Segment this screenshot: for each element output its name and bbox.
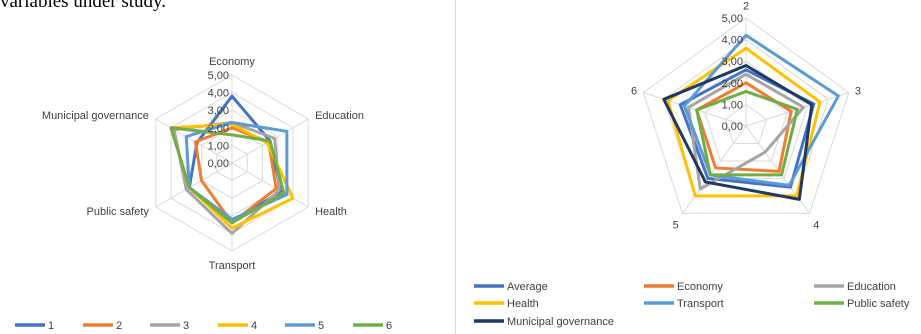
grid-ring xyxy=(724,103,768,144)
legend-label: Education xyxy=(847,281,896,293)
axis-category-label: 2 xyxy=(743,1,749,13)
axis-category-label: Health xyxy=(315,206,347,218)
radar-chart-cities: 0,00 1,00 2,00 3,00 4,00 5,00 Economy Education… xyxy=(0,0,455,334)
axis-category-label: Transport xyxy=(209,260,256,272)
legend-label: Municipal governance xyxy=(507,316,614,328)
legend-label: Economy xyxy=(677,281,723,293)
axis-category-label: Public safety xyxy=(87,206,150,218)
tick-label: 0,00 xyxy=(208,158,229,170)
legend-label: Transport xyxy=(677,298,724,310)
legend-label: Public safety xyxy=(847,298,910,310)
series-line-5 xyxy=(184,121,289,221)
series-line-public-safety xyxy=(695,89,799,177)
tick-label: 4,00 xyxy=(208,88,229,100)
axis-category-label: Education xyxy=(315,110,364,122)
tick-label: 0,00 xyxy=(722,121,743,133)
tick-label: 3,00 xyxy=(208,105,229,117)
axis-spoke xyxy=(682,125,747,214)
axis-category-label: 3 xyxy=(855,86,861,98)
tick-label: 1,00 xyxy=(722,99,743,111)
axis-category-label: Economy xyxy=(209,56,255,68)
legend-label: 2 xyxy=(116,320,122,332)
grid-ring xyxy=(642,17,850,214)
series-line-education xyxy=(686,72,806,191)
chart-divider xyxy=(455,0,456,334)
legend-label: 1 xyxy=(48,320,54,332)
axis-spoke xyxy=(155,118,233,164)
axis-category-label: 6 xyxy=(631,86,637,98)
tick-label: 5,00 xyxy=(722,13,743,25)
tick-label: 2,00 xyxy=(722,78,743,90)
axis-category-label: Municipal governance xyxy=(42,110,149,122)
series-line-municipal-governance xyxy=(662,64,814,201)
legend-label: 3 xyxy=(183,320,189,332)
axis-spoke xyxy=(231,162,309,208)
legend-label: 5 xyxy=(318,320,324,332)
intro-text-fragment: variables under study. xyxy=(0,0,167,12)
legend-label: Average xyxy=(507,281,548,293)
radar-chart-variables-svg: 0,00 1,00 2,00 3,00 4,00 5,002 3 4 5 6 Average Econ… xyxy=(474,1,910,328)
legend-label: 4 xyxy=(251,320,257,332)
tick-label: 3,00 xyxy=(722,56,743,68)
axis-category-label: 5 xyxy=(673,220,679,232)
axis-spoke xyxy=(155,162,233,208)
radar-chart-cities-svg: 0,00 1,00 2,00 3,00 4,00 5,00 Economy Education… xyxy=(15,56,392,332)
legend-label: Health xyxy=(507,298,539,310)
radar-chart-variables: 0,00 1,00 2,00 3,00 4,00 5,00 2 3 4 5 6 Average Econ… xyxy=(456,0,921,334)
axis-category-label: 4 xyxy=(813,220,819,232)
series-line-6 xyxy=(169,126,286,225)
tick-label: 4,00 xyxy=(722,35,743,47)
grid-ring xyxy=(704,82,788,162)
legend-label: 6 xyxy=(386,320,392,332)
axis-spoke xyxy=(643,92,747,127)
tick-label: 5,00 xyxy=(208,70,229,82)
tick-label: 2,00 xyxy=(208,123,229,135)
series-line-transport xyxy=(682,33,840,187)
tick-label: 1,00 xyxy=(208,140,229,152)
